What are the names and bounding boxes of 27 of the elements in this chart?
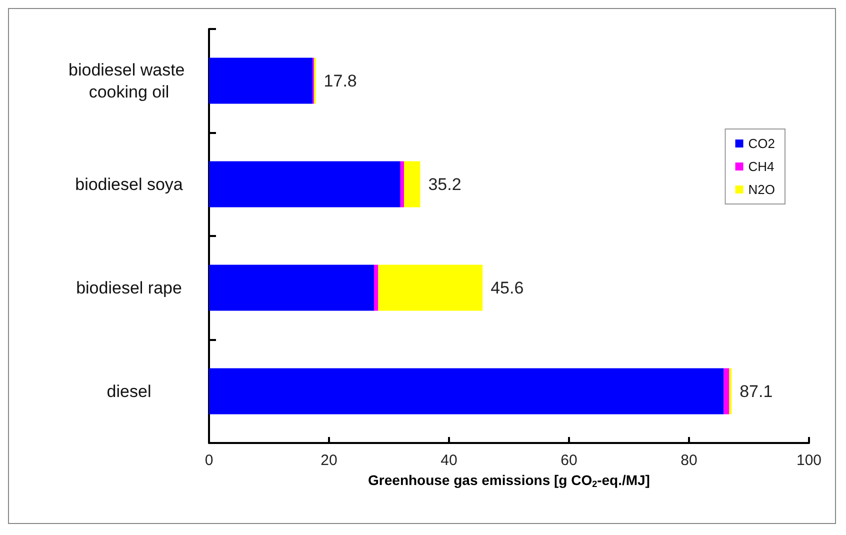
x-tick-label: 80 — [680, 452, 698, 469]
bar — [209, 368, 724, 414]
bar — [209, 264, 374, 311]
legend-label: CO2 — [748, 136, 776, 151]
y-tick-label: diesel — [106, 382, 152, 401]
bar — [400, 161, 404, 208]
bar — [209, 58, 313, 104]
total-label: 35.2 — [428, 174, 462, 194]
legend-label: N2O — [748, 182, 776, 197]
legend-label: CH4 — [748, 159, 774, 174]
x-tick-label: 100 — [796, 452, 822, 469]
x-tick-label: 20 — [320, 452, 338, 469]
total-label: 17.8 — [324, 71, 357, 90]
bar — [209, 161, 400, 208]
bar — [404, 161, 420, 208]
bar — [729, 368, 732, 414]
x-tick-label: 40 — [440, 452, 458, 469]
total-label: 45.6 — [490, 278, 524, 298]
y-tick-label: biodiesel rape — [76, 278, 182, 298]
y-tick-label: biodiesel soya — [75, 174, 184, 194]
bar — [374, 264, 378, 311]
y-tick-label: biodiesel waste cooking oil — [68, 60, 190, 102]
x-tick-label: 0 — [204, 452, 214, 469]
bar — [724, 368, 730, 414]
bar — [378, 264, 483, 311]
x-tick-label: 60 — [560, 452, 578, 469]
total-label: 87.1 — [740, 382, 773, 401]
